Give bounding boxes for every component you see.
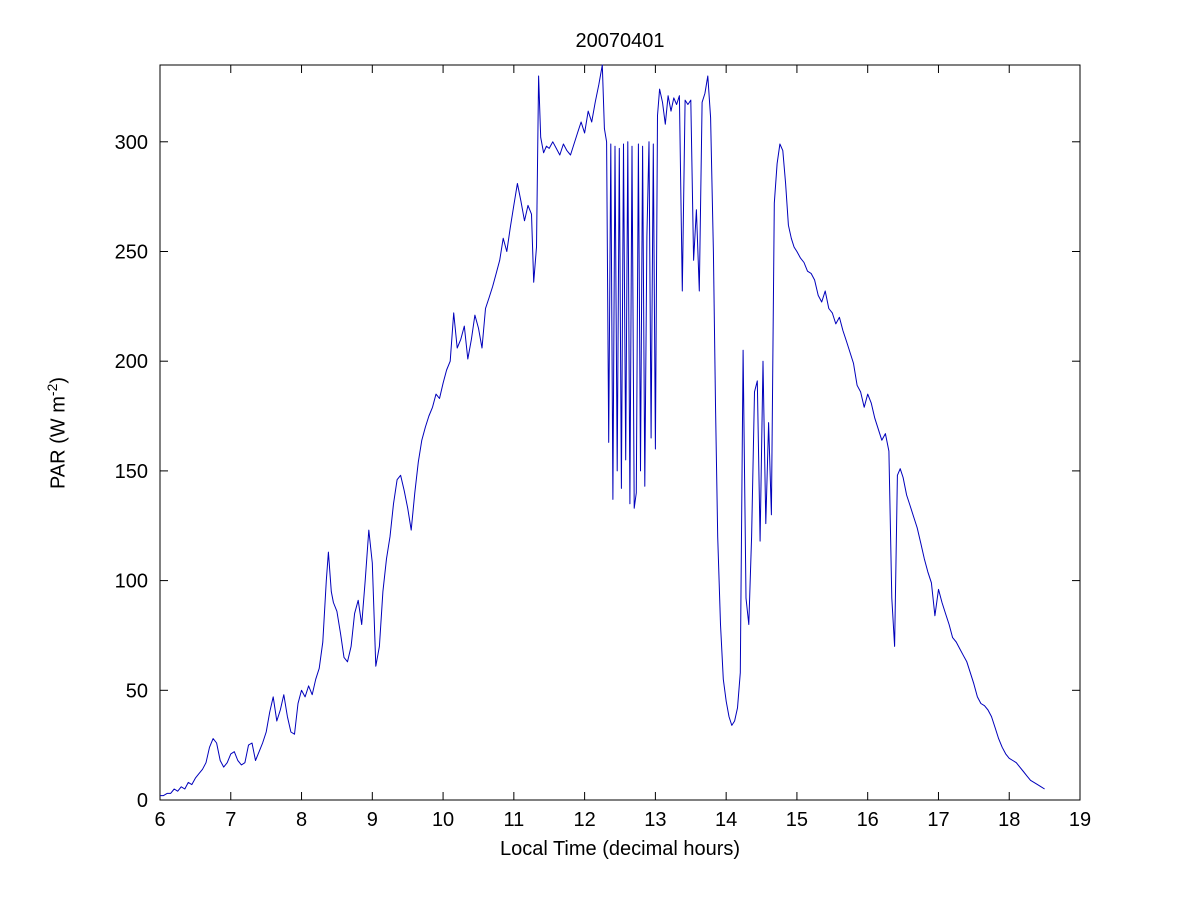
x-tick-label: 11 bbox=[503, 809, 524, 831]
x-tick-label: 6 bbox=[154, 809, 165, 831]
y-tick-label: 200 bbox=[115, 351, 148, 373]
y-tick-label: 0 bbox=[137, 790, 148, 812]
x-axis-label: Local Time (decimal hours) bbox=[499, 838, 741, 860]
chart-title: 20070401 bbox=[575, 30, 665, 52]
y-tick-label: 300 bbox=[115, 132, 148, 154]
x-tick-label: 10 bbox=[432, 809, 454, 831]
x-tick-label: 19 bbox=[1069, 809, 1091, 831]
x-tick-label: 15 bbox=[786, 809, 808, 831]
x-tick-label: 13 bbox=[644, 809, 666, 831]
y-tick-label: 250 bbox=[115, 241, 148, 263]
x-tick-label: 12 bbox=[573, 809, 595, 831]
x-tick-label: 17 bbox=[927, 809, 949, 831]
axes-box bbox=[159, 64, 1081, 801]
x-tick-label: 14 bbox=[715, 809, 737, 831]
x-tick-label: 16 bbox=[857, 809, 879, 831]
par-data-line bbox=[160, 64, 1045, 797]
x-tick-label: 9 bbox=[367, 809, 378, 831]
y-tick-label: 100 bbox=[115, 571, 148, 593]
x-tick-label: 8 bbox=[296, 809, 307, 831]
x-tick-label: 18 bbox=[998, 809, 1020, 831]
x-tick-label: 7 bbox=[225, 809, 236, 831]
y-tick-label: 150 bbox=[115, 461, 148, 483]
y-tick-label: 50 bbox=[126, 680, 148, 702]
